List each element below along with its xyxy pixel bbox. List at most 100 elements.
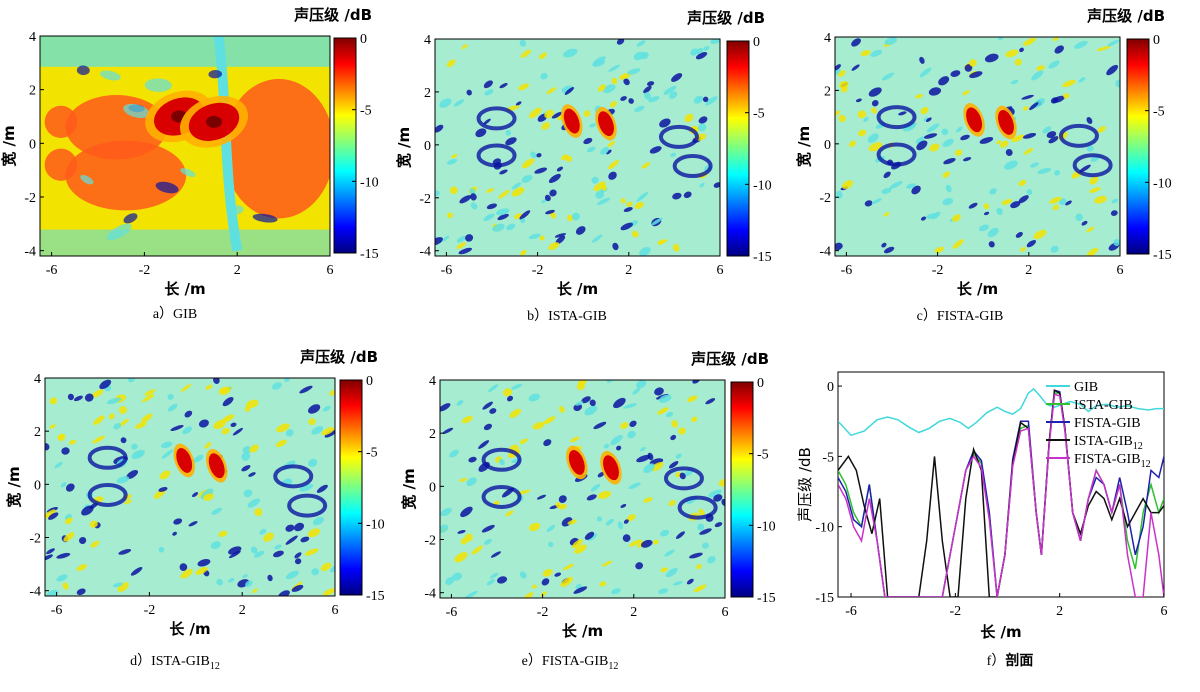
heatmap-noise: [493, 500, 500, 506]
heatmap-noise: [542, 568, 553, 577]
source-peak: [598, 111, 614, 137]
heatmap-noise: [470, 202, 478, 210]
heatmap-noise: [672, 581, 683, 586]
heatmap-noise: [663, 85, 677, 95]
heatmap-noise: [112, 582, 123, 588]
y-tick-label: 4: [429, 374, 436, 389]
heatmap-noise: [558, 495, 567, 503]
heatmap-noise: [135, 421, 147, 429]
heatmap-ridge: [213, 36, 243, 252]
heatmap-noise: [693, 95, 704, 104]
heatmap-plot-area: [835, 37, 1120, 256]
heatmap-noise: [699, 182, 705, 188]
heatmap-noise: [698, 508, 705, 516]
heatmap-noise: [696, 564, 702, 570]
profile-chart: -6 -2 2 6 0 -5 -10 -15 长 /m 声压级 /dB GIB ISTA-GIB FIS…: [796, 371, 1168, 669]
heatmap-noise: [1054, 45, 1064, 54]
heatmap-noise: [141, 394, 155, 403]
heatmap-noise: [1111, 198, 1119, 204]
heatmap-noise: [275, 439, 287, 448]
heatmap-noise: [528, 233, 541, 240]
heatmap-ring: [481, 484, 522, 509]
heatmap-noise: [520, 218, 526, 224]
heatmap-noise: [489, 572, 499, 579]
heatmap-noise: [610, 434, 623, 446]
heatmap-noise: [116, 476, 130, 484]
x-axis-label: 长 /m: [164, 280, 205, 298]
heatmap-noise: [571, 212, 580, 221]
heatmap-noise: [871, 198, 882, 205]
heatmap-noise: [172, 531, 177, 536]
heatmap-noise: [670, 434, 677, 441]
heatmap-noise: [851, 38, 861, 47]
heatmap-noise: [495, 208, 510, 216]
heatmap-noise: [1052, 37, 1059, 42]
heatmap-noise: [1086, 116, 1093, 124]
heatmap-noise: [1021, 94, 1034, 100]
colorbar-tick-label: -10: [753, 178, 772, 193]
heatmap-noise: [1113, 238, 1120, 247]
heatmap-noise: [73, 395, 83, 402]
heatmap-noise: [848, 140, 857, 148]
heatmap-noise: [118, 418, 129, 427]
heatmap-noise: [221, 414, 235, 423]
heatmap-band: [40, 229, 330, 256]
heatmap-noise: [908, 122, 917, 129]
heatmap-noise: [123, 103, 150, 119]
heatmap-noise: [483, 538, 492, 545]
heatmap-noise: [158, 486, 168, 492]
y-axis-label: 宽 /m: [395, 127, 413, 169]
heatmap-noise: [167, 403, 178, 412]
heatmap-noise: [648, 96, 660, 103]
heatmap-ring: [1072, 153, 1113, 178]
heatmap-noise: [540, 73, 548, 80]
heatmap-ring: [87, 445, 128, 470]
heatmap-noise: [693, 584, 707, 593]
heatmap-noise: [934, 246, 944, 253]
heatmap-noise: [1031, 70, 1044, 81]
heatmap-noise: [536, 153, 542, 158]
y-tick-label: -2: [29, 532, 41, 547]
heatmap-noise: [203, 493, 214, 501]
heatmap-noise: [478, 440, 490, 449]
x-tick-label: -2: [537, 605, 549, 620]
heatmap-noise: [464, 533, 473, 542]
heatmap-noise: [294, 552, 302, 559]
y-tick-label: 0: [827, 380, 834, 395]
heatmap-noise: [159, 470, 171, 480]
heatmap-noise: [528, 393, 540, 402]
heatmap-noise: [898, 111, 907, 116]
heatmap-noise: [871, 107, 877, 114]
heatmap-noise: [612, 242, 619, 251]
heatmap-noise: [919, 67, 932, 78]
x-tick-label: 2: [630, 605, 637, 620]
heatmap-noise: [641, 539, 653, 548]
heatmap-noise: [963, 157, 972, 162]
heatmap-noise: [57, 433, 66, 441]
heatmap-noise: [54, 461, 63, 469]
heatmap-noise: [108, 413, 115, 420]
colorbar-title: 声压级 /dB: [299, 348, 378, 366]
heatmap-noise: [128, 378, 136, 383]
heatmap-noise: [608, 64, 620, 72]
y-axis-label: 宽 /m: [5, 466, 23, 508]
heatmap-noise: [955, 126, 963, 133]
heatmap-noise: [581, 396, 591, 404]
heatmap-noise: [942, 197, 954, 206]
source-core: [206, 115, 222, 128]
heatmap-noise: [591, 234, 603, 243]
heatmap-panel-b: -6 -2 2 6 4 2 0 -2 -4 长 /m 宽 /m 0 -5 -10 -15 声压级 /dB b）I…: [395, 9, 772, 324]
heatmap-noise: [929, 143, 940, 152]
heatmap-noise: [528, 522, 541, 532]
heatmap-noise: [293, 522, 305, 532]
heatmap-noise: [713, 494, 723, 502]
series-line-1: [838, 387, 1164, 437]
y-axis-label: 宽 /m: [795, 126, 813, 168]
colorbar-tick-label: -5: [753, 107, 765, 122]
heatmap-noise: [89, 520, 98, 528]
heatmap-noise: [311, 426, 324, 435]
heatmap-noise: [321, 427, 335, 436]
heatmap-noise: [672, 243, 680, 252]
heatmap-noise: [245, 399, 259, 409]
heatmap-noise: [99, 379, 112, 390]
